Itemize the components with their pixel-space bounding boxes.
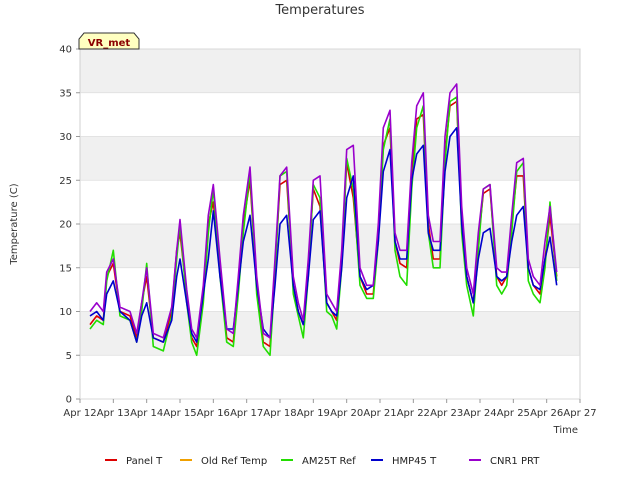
x-tick-label: Apr 23 bbox=[430, 408, 463, 419]
y-tick-label: 35 bbox=[59, 88, 72, 99]
y-tick-label: 15 bbox=[59, 263, 72, 274]
legend-label: Panel T bbox=[126, 456, 163, 467]
x-tick-label: Apr 14 bbox=[130, 408, 163, 419]
x-axis-label: Time bbox=[553, 425, 578, 436]
y-axis-label: Temperature (C) bbox=[9, 183, 20, 265]
plot-band bbox=[80, 136, 580, 181]
plot-band bbox=[80, 49, 580, 93]
plot-band bbox=[80, 224, 580, 268]
legend-label: AM25T Ref bbox=[302, 456, 356, 467]
x-tick-label: Apr 21 bbox=[363, 408, 396, 419]
y-axis: 0 5 10 15 20 25 30 35 40 bbox=[59, 45, 580, 406]
x-tick-label: Apr 25 bbox=[497, 408, 530, 419]
legend-label: Old Ref Temp bbox=[201, 456, 267, 467]
x-axis: Apr 12 Apr 13 Apr 14 Apr 15 Apr 16 Apr 17 Apr … bbox=[63, 399, 597, 419]
series-line-hmp45-t bbox=[89, 127, 558, 343]
x-tick-label: Apr 17 bbox=[230, 408, 263, 419]
x-tick-label: Apr 19 bbox=[297, 408, 330, 419]
x-tick-label: Apr 15 bbox=[163, 408, 196, 419]
x-tick-label: Apr 27 bbox=[563, 408, 596, 419]
y-tick-label: 20 bbox=[59, 220, 72, 231]
x-tick-label: Apr 18 bbox=[263, 408, 296, 419]
series-lines bbox=[89, 83, 558, 357]
legend: Panel T Old Ref Temp AM25T Ref HMP45 T CNR1 … bbox=[105, 456, 540, 467]
y-tick-label: 10 bbox=[59, 307, 72, 318]
station-badge: VR_met bbox=[78, 32, 140, 50]
y-tick-label: 0 bbox=[66, 395, 72, 406]
x-tick-label: Apr 12 bbox=[63, 408, 96, 419]
series-line-cnr1-prt bbox=[89, 83, 558, 339]
x-tick-label: Apr 20 bbox=[330, 408, 363, 419]
x-tick-label: Apr 26 bbox=[530, 408, 563, 419]
x-tick-label: Apr 24 bbox=[463, 408, 496, 419]
badge-label: VR_met bbox=[88, 38, 131, 49]
plot-band bbox=[80, 180, 580, 224]
x-tick-label: Apr 16 bbox=[197, 408, 230, 419]
chart-title: Temperatures bbox=[274, 3, 364, 18]
x-tick-label: Apr 13 bbox=[97, 408, 130, 419]
x-tick-label: Apr 22 bbox=[397, 408, 430, 419]
legend-label: CNR1 PRT bbox=[490, 456, 540, 467]
y-tick-label: 40 bbox=[59, 45, 72, 56]
legend-label: HMP45 T bbox=[392, 456, 437, 467]
y-tick-label: 5 bbox=[66, 351, 72, 362]
plot-band bbox=[80, 355, 580, 399]
y-tick-label: 30 bbox=[59, 132, 72, 143]
y-tick-label: 25 bbox=[59, 176, 72, 187]
badge-shape bbox=[78, 32, 140, 50]
plot-band bbox=[80, 92, 580, 137]
